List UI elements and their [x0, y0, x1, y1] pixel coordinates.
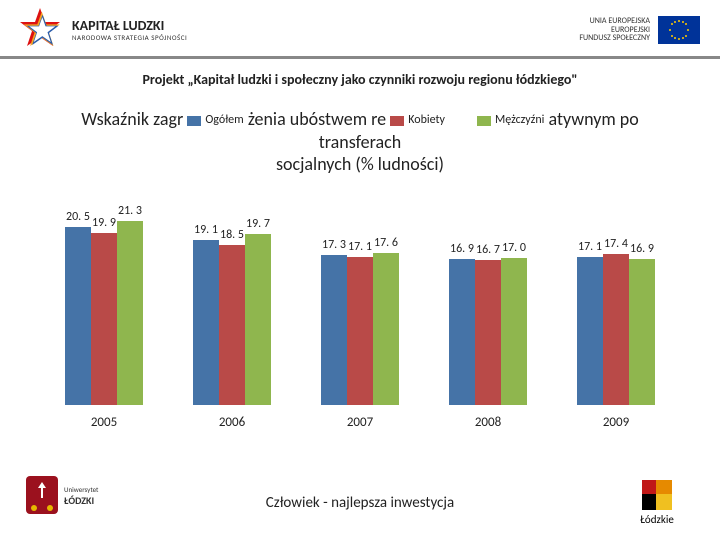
svg-text:ŁÓDZKI: ŁÓDZKI — [64, 494, 94, 507]
chart-area: 20. 519. 921. 3200519. 118. 519. 7200617… — [40, 200, 680, 430]
bar-value-label: 18. 5 — [220, 228, 244, 242]
kl-subtitle: NARODOWA STRATEGIA SPÓJNOŚCI — [72, 34, 187, 41]
bar-value-label: 16. 7 — [476, 243, 500, 257]
bar-value-label: 17. 0 — [502, 241, 526, 255]
year-group: 20. 519. 921. 32005 — [49, 221, 159, 430]
logo-eu: UNIA EUROPEJSKA EUROPEJSKI FUNDUSZ SPOŁE… — [579, 16, 700, 44]
footer: Uniwersytet ŁÓDZKI Człowiek - najlepsza … — [0, 474, 720, 532]
year-group: 16. 916. 717. 02008 — [433, 258, 543, 430]
year-group: 17. 117. 416. 92009 — [561, 254, 671, 429]
chart-title: Wskaźnik zagr Ogółem żenia ubóstwem re K… — [0, 108, 720, 176]
bar-value-label: 16. 9 — [630, 242, 654, 256]
kl-star-icon — [20, 8, 64, 52]
year-group: 17. 317. 117. 62007 — [305, 253, 415, 430]
year-label: 2006 — [219, 415, 245, 430]
bar: 17. 1 — [347, 257, 373, 405]
bar-value-label: 21. 3 — [118, 204, 142, 218]
svg-text:Uniwersytet: Uniwersytet — [64, 485, 99, 494]
legend-label-1: Ogółem — [205, 113, 243, 128]
bar: 21. 3 — [117, 221, 143, 405]
bar-value-label: 17. 1 — [578, 240, 602, 254]
bar: 16. 9 — [449, 259, 475, 405]
bar-value-label: 17. 6 — [374, 236, 398, 250]
bar-value-label: 16. 9 — [450, 242, 474, 256]
bar: 17. 6 — [373, 253, 399, 405]
bar: 17. 1 — [577, 257, 603, 405]
bar-value-label: 20. 5 — [66, 210, 90, 224]
bar-value-label: 19. 9 — [92, 216, 116, 230]
year-label: 2008 — [475, 415, 501, 430]
chart-title-p2: żenia ubóstwem re — [248, 108, 386, 130]
bar: 19. 1 — [193, 240, 219, 405]
eu-text-block: UNIA EUROPEJSKA EUROPEJSKI FUNDUSZ SPOŁE… — [579, 17, 650, 43]
legend-item-2: Kobiety — [390, 113, 445, 128]
lodzkie-logo: Łódzkie — [618, 479, 696, 527]
bar: 20. 5 — [65, 227, 91, 404]
bar: 18. 5 — [219, 245, 245, 405]
chart-legend: Ogółem — [187, 113, 243, 128]
bar: 17. 3 — [321, 255, 347, 404]
year-group: 19. 118. 519. 72006 — [177, 234, 287, 429]
legend-item-1: Ogółem — [187, 113, 243, 128]
eu-line3: FUNDUSZ SPOŁECZNY — [579, 34, 650, 43]
legend-swatch-1 — [187, 116, 201, 126]
bar-set: 17. 117. 416. 9 — [577, 254, 655, 404]
footer-tagline: Człowiek - najlepsza inwestycja — [102, 494, 618, 512]
kl-text-block: KAPITAŁ LUDZKI NARODOWA STRATEGIA SPÓJNO… — [72, 19, 187, 41]
legend-swatch-2 — [390, 116, 404, 126]
year-label: 2009 — [603, 415, 629, 430]
bar-set: 16. 916. 717. 0 — [449, 258, 527, 405]
chart-title-p1: Wskaźnik zagr — [81, 108, 183, 130]
bar: 16. 9 — [629, 259, 655, 405]
bar: 19. 7 — [245, 234, 271, 404]
bar-value-label: 19. 7 — [246, 217, 270, 231]
lodzkie-square — [656, 494, 672, 510]
logo-kapital-ludzki: KAPITAŁ LUDZKI NARODOWA STRATEGIA SPÓJNO… — [20, 8, 187, 52]
legend-swatch-3 — [477, 116, 491, 126]
legend-label-3: Mężczyźni — [495, 113, 544, 128]
kl-title: KAPITAŁ LUDZKI — [72, 19, 187, 34]
bar-value-label: 17. 3 — [322, 238, 346, 252]
bar-set: 17. 317. 117. 6 — [321, 253, 399, 405]
uni-lodz-logo: Uniwersytet ŁÓDZKI — [24, 474, 102, 532]
bar-set: 20. 519. 921. 3 — [65, 221, 143, 405]
header-bar: KAPITAŁ LUDZKI NARODOWA STRATEGIA SPÓJNO… — [0, 0, 720, 59]
bar: 17. 4 — [603, 254, 629, 404]
bar: 16. 7 — [475, 260, 501, 404]
lodzkie-squares-icon — [643, 481, 671, 509]
bar-set: 19. 118. 519. 7 — [193, 234, 271, 404]
year-label: 2007 — [347, 415, 373, 430]
bar: 19. 9 — [91, 233, 117, 405]
bar-value-label: 19. 1 — [194, 223, 218, 237]
bar-value-label: 17. 1 — [348, 240, 372, 254]
bar: 17. 0 — [501, 258, 527, 405]
year-label: 2005 — [91, 415, 117, 430]
chart-title-p4: socjalnych (% ludności) — [276, 153, 444, 175]
bar-value-label: 17. 4 — [604, 237, 628, 251]
legend-label-2: Kobiety — [408, 113, 445, 128]
project-title: Projekt „Kapitał ludzki i społeczny jako… — [0, 71, 720, 88]
eu-flag-icon — [658, 16, 700, 44]
lodzkie-label: Łódzkie — [640, 513, 674, 526]
legend-item-3: Mężczyźni — [477, 113, 544, 128]
chart-legend-2: Kobiety Mężczyźni — [390, 113, 544, 128]
